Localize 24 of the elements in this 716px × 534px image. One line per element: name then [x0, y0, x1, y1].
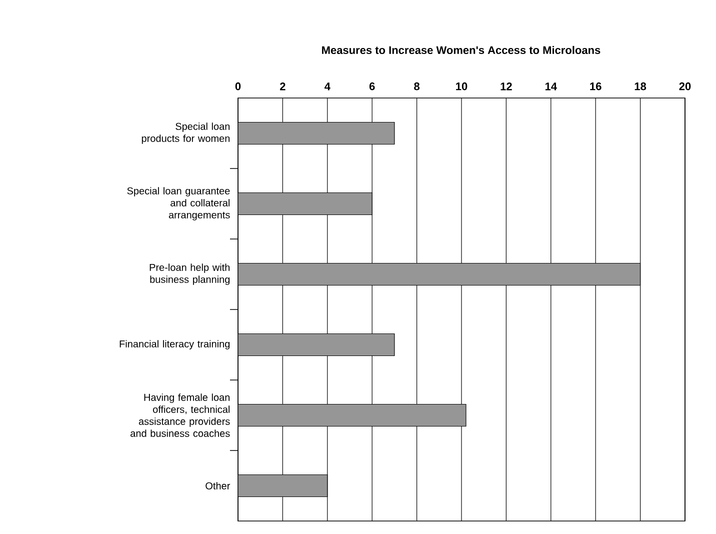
x-tick-label: 16: [590, 82, 602, 90]
x-tick-label: 2: [280, 82, 286, 90]
y-tick-label: Having female loan officers, technical assistance providers and business coaches: [130, 394, 230, 437]
bar: [238, 333, 395, 356]
x-tick-label: 20: [679, 82, 691, 90]
bar: [238, 122, 395, 145]
y-tick-label: Other: [206, 482, 230, 490]
x-tick-label: 10: [456, 82, 468, 90]
bar: [238, 192, 372, 216]
chart-title: Measures to Increase Women's Access to Microloans: [322, 46, 600, 54]
x-tick-label: 14: [545, 82, 557, 90]
bar: [238, 262, 641, 286]
bar: [238, 474, 328, 498]
x-tick-label: 12: [500, 82, 512, 90]
x-tick-label: 4: [324, 82, 330, 90]
x-tick-label: 0: [235, 82, 241, 90]
y-tick-label: Special loan products for women: [142, 122, 230, 144]
y-tick-label: Pre-loan help with business planning: [150, 264, 230, 285]
x-tick-label: 8: [414, 82, 420, 90]
x-tick-label: 6: [369, 82, 375, 90]
bar: [238, 404, 466, 427]
y-tick-label: Financial literacy training: [120, 340, 230, 350]
y-tick-label: Special loan guarantee and collateral arrangements: [127, 187, 230, 220]
x-tick-label: 18: [634, 82, 646, 90]
